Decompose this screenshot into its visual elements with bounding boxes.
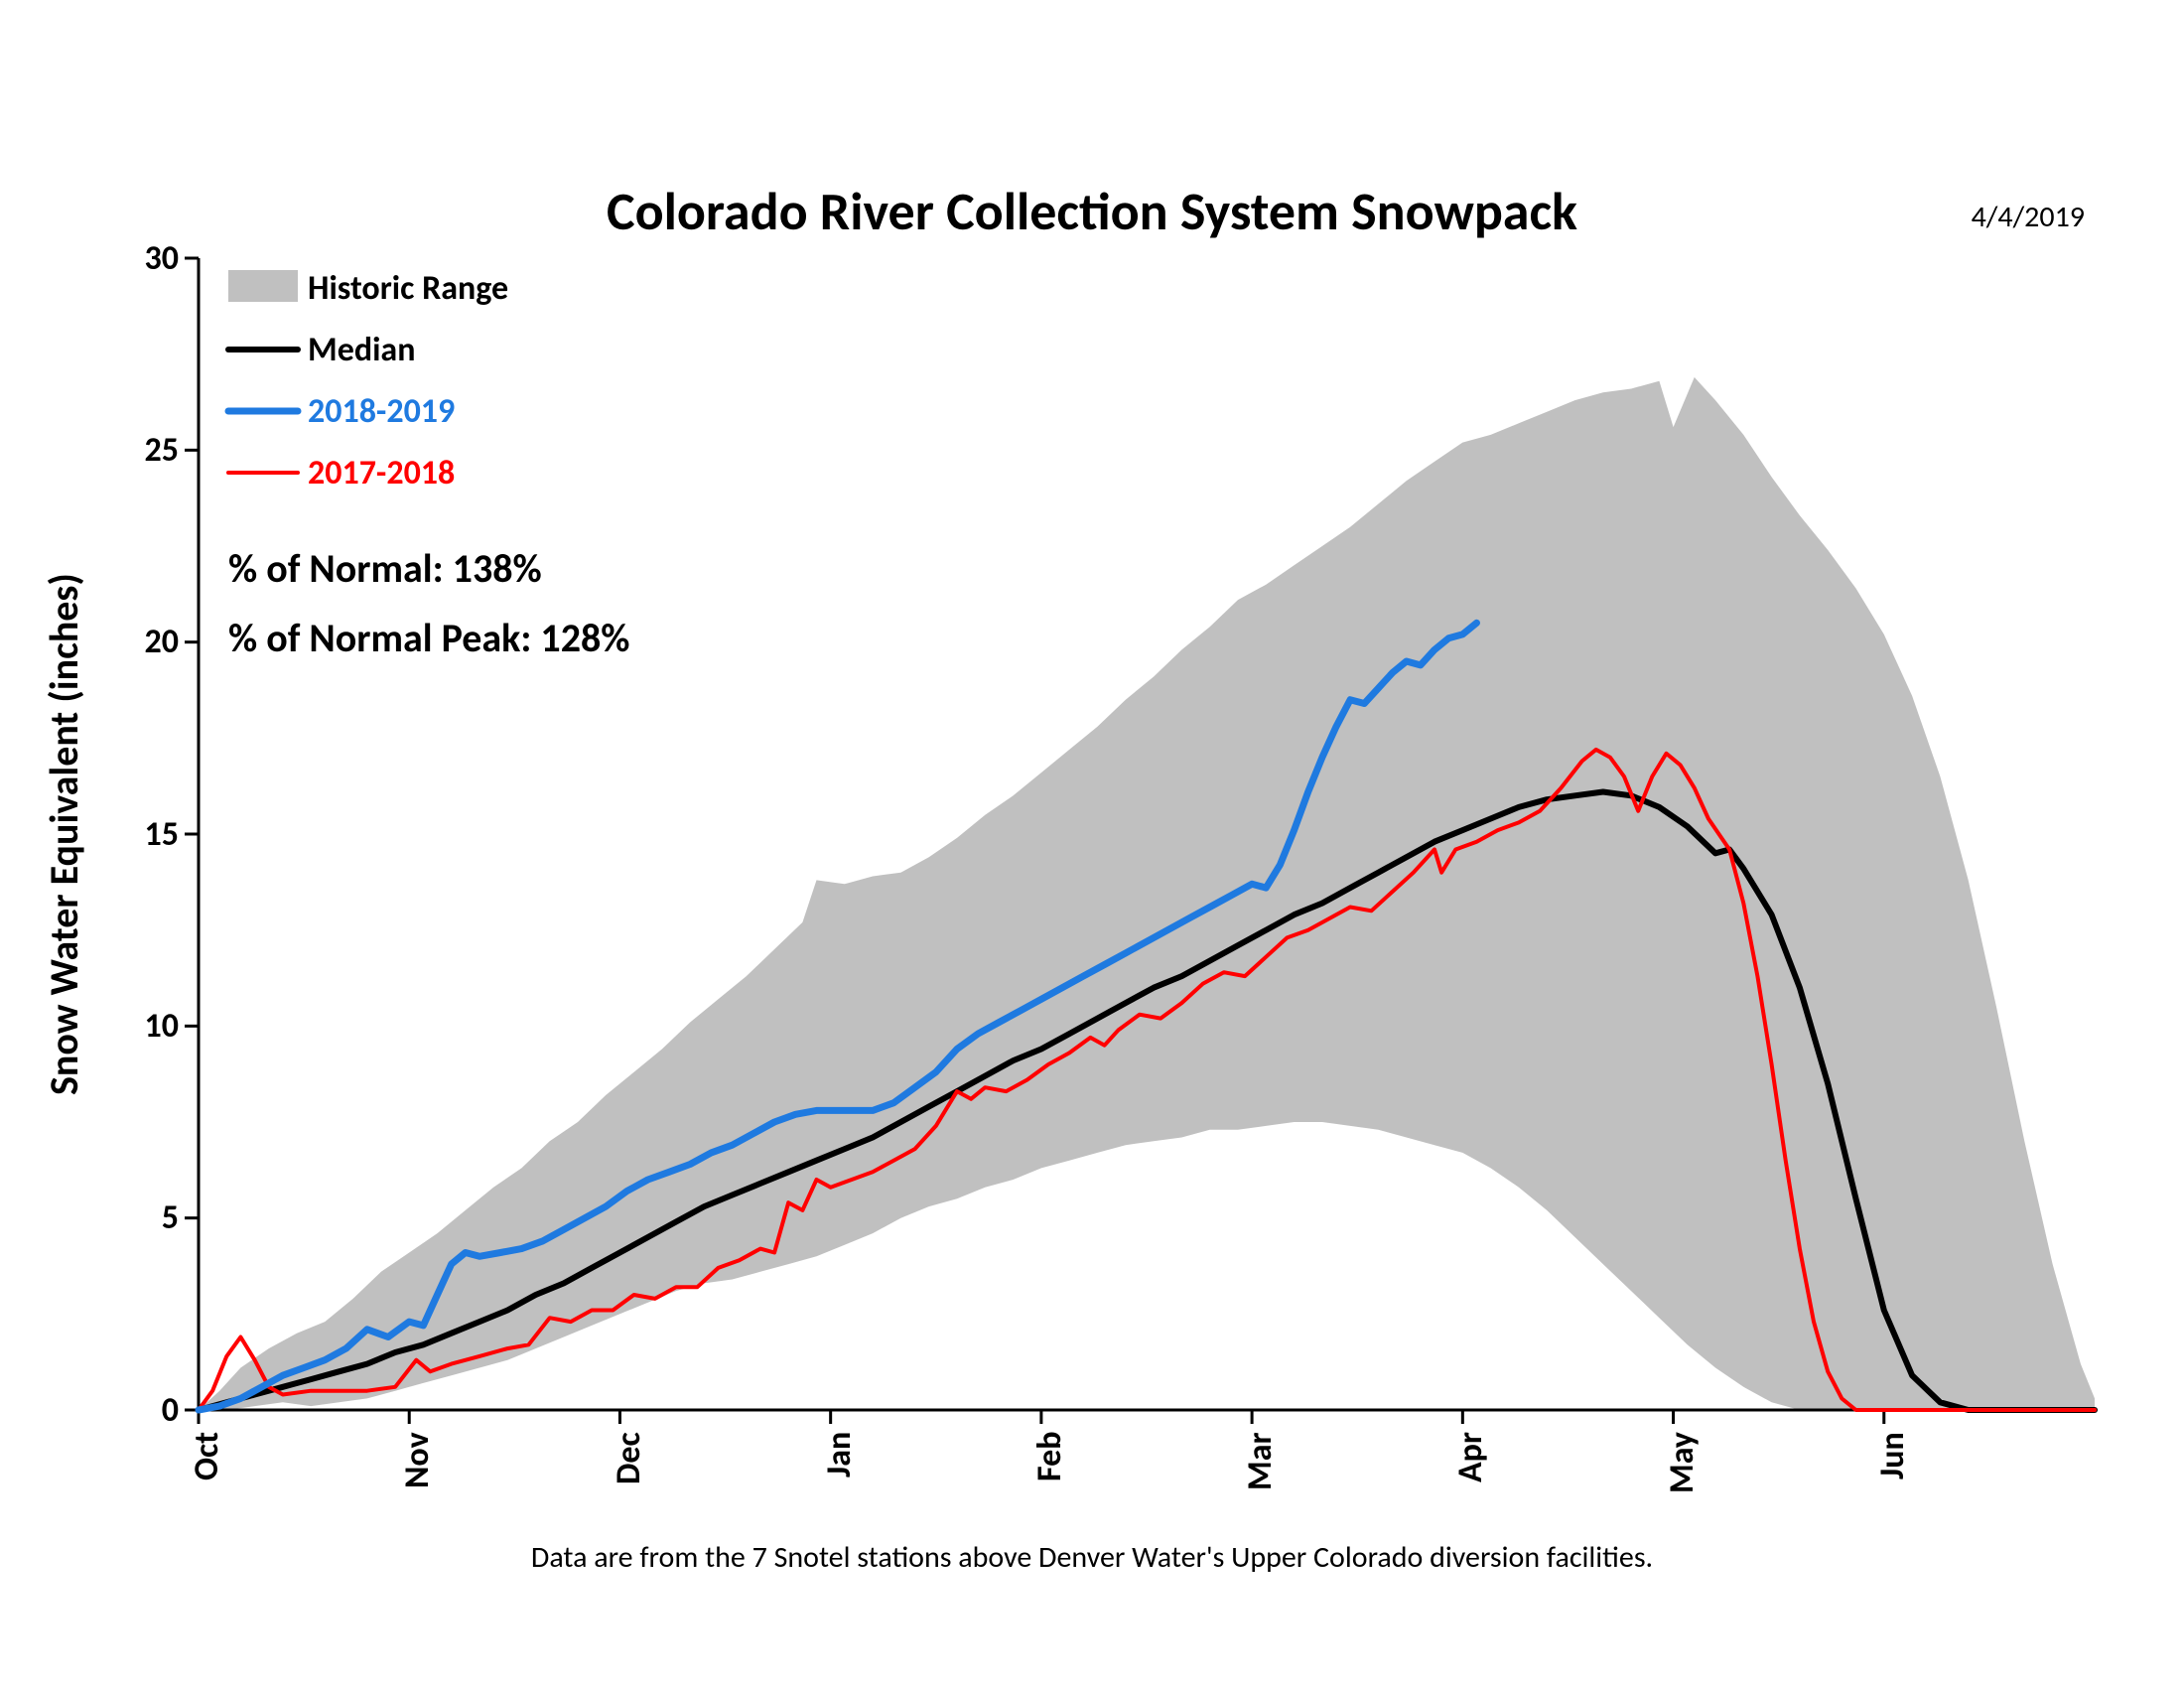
x-tick-label: Oct — [187, 1432, 227, 1480]
x-tick-label: Feb — [1029, 1432, 1070, 1481]
x-tick-label: Nov — [397, 1432, 438, 1488]
y-tick-label: 20 — [109, 622, 179, 662]
date-stamp: 4/4/2019 — [1972, 199, 2085, 235]
x-tick-label: Jan — [819, 1432, 860, 1477]
y-tick-label: 10 — [109, 1006, 179, 1047]
caption: Data are from the 7 Snotel stations abov… — [0, 1539, 2184, 1576]
chart-svg — [0, 0, 2184, 1688]
stat-pct-normal: % of Normal: 138% — [228, 544, 542, 593]
y-tick-label: 25 — [109, 430, 179, 471]
legend-label-current: 2018-2019 — [308, 391, 455, 432]
x-tick-label: Dec — [609, 1432, 649, 1484]
y-tick-label: 5 — [109, 1197, 179, 1238]
legend-label-median: Median — [308, 330, 415, 370]
y-tick-label: 0 — [109, 1390, 179, 1431]
x-tick-label: Apr — [1450, 1432, 1491, 1482]
x-tick-label: Mar — [1240, 1432, 1281, 1490]
chart-stage: Colorado River Collection System Snowpac… — [0, 0, 2184, 1688]
legend-swatch-range — [228, 270, 298, 302]
legend-label-range: Historic Range — [308, 268, 508, 309]
y-tick-label: 30 — [109, 238, 179, 279]
x-tick-label: Jun — [1872, 1432, 1913, 1479]
y-axis-label: Snow Water Equivalent (inches) — [40, 573, 88, 1095]
legend-label-previous: 2017-2018 — [308, 453, 455, 493]
x-tick-label: May — [1662, 1432, 1703, 1493]
stat-pct-normal-peak: % of Normal Peak: 128% — [228, 614, 629, 662]
y-tick-label: 15 — [109, 814, 179, 855]
chart-title: Colorado River Collection System Snowpac… — [0, 179, 2184, 244]
